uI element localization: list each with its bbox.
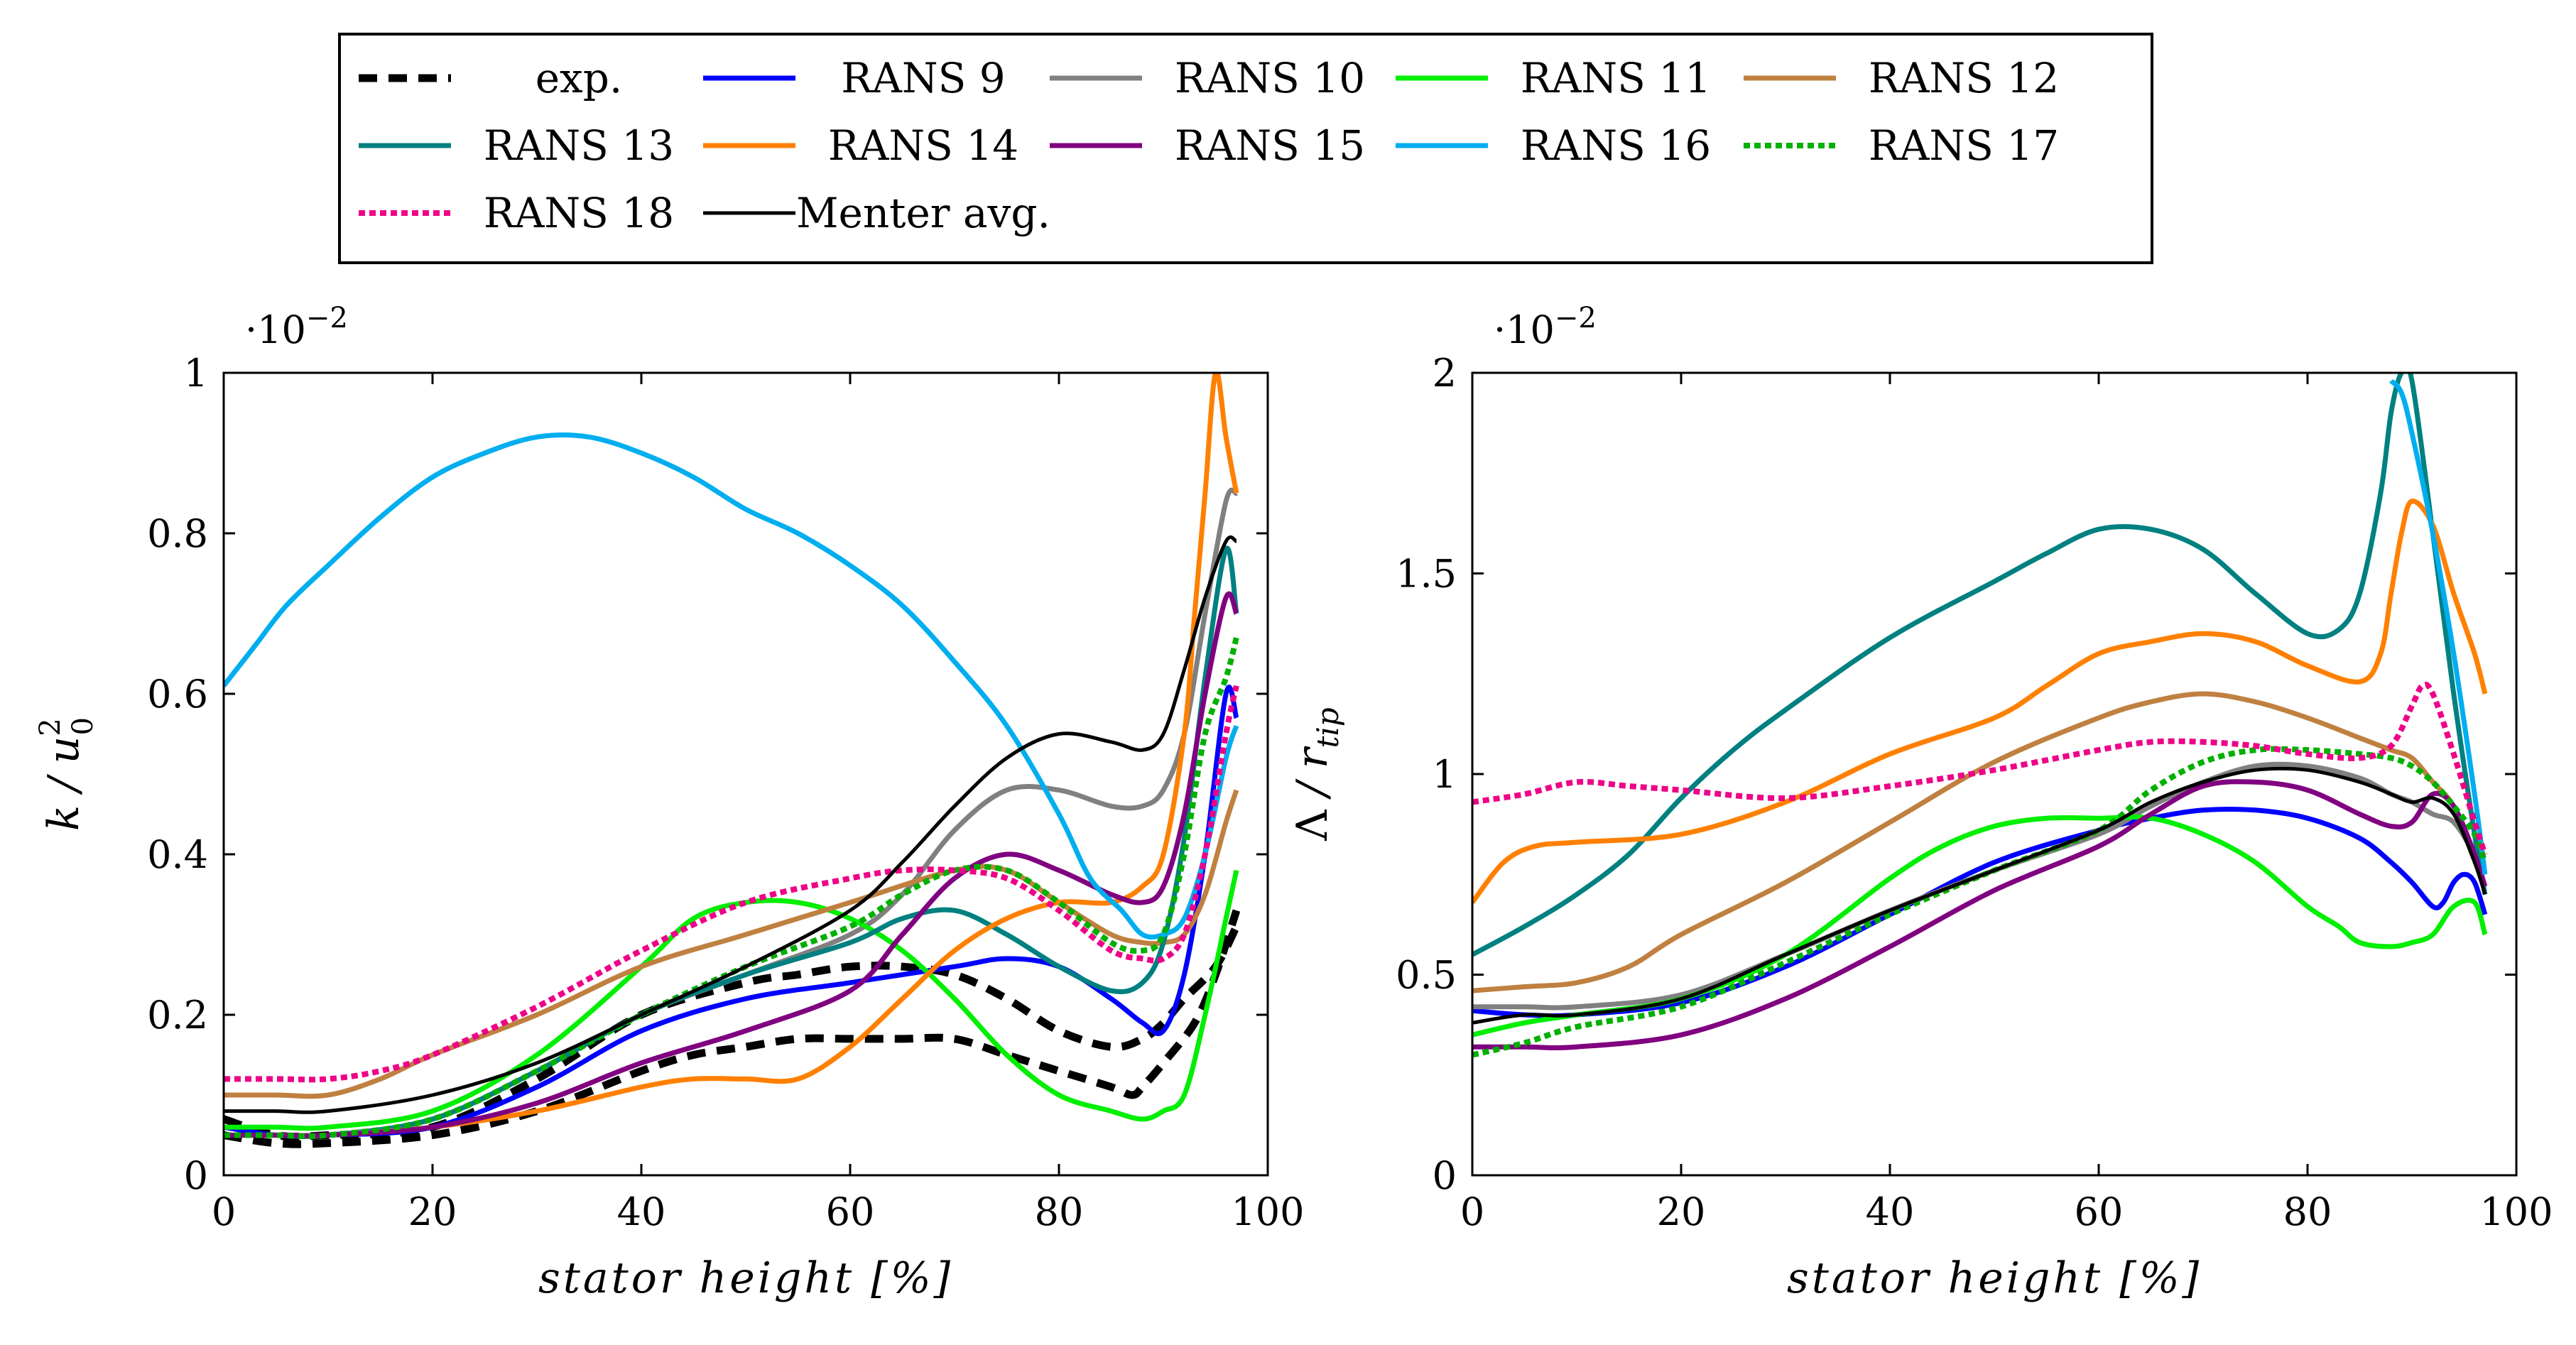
legend-box	[338, 33, 2153, 264]
series-line-rans-16	[224, 432, 1239, 940]
y-axis-title: Λ / rtip	[1288, 707, 1345, 842]
plot-frame	[222, 371, 1269, 1177]
legend-entry-rans-11: RANS 11	[1396, 54, 1711, 102]
series-line-rans-11	[224, 869, 1239, 1131]
y-tick-label: 0.2	[147, 993, 208, 1038]
series-line-rans-9	[224, 685, 1239, 1139]
y-tick-label: 0	[184, 1153, 208, 1198]
y-tick-label: 1.5	[1396, 552, 1457, 597]
legend-entry-rans-14: RANS 14	[703, 121, 1018, 170]
series-line-menter-avg	[1472, 766, 2487, 1025]
legend-entry-rans-18: RANS 18	[359, 189, 674, 237]
x-tick-label: 60	[826, 1189, 875, 1234]
x-tick-label: 80	[2283, 1189, 2332, 1234]
left-chart-k-over-u0-squared: 0 20 40 60 80 100 0 0.2 0.4 0.6 0.8 1 ·10−2 stator he…	[34, 302, 1305, 1303]
series-line-rans-14	[224, 373, 1239, 1138]
series-line-rans-10	[224, 487, 1239, 1139]
series-group	[224, 373, 1241, 1148]
x-axis-title: stator height [%]	[1787, 1253, 2202, 1303]
series-line-rans-15	[1472, 779, 2488, 1050]
y-tick-label: 1	[184, 351, 208, 396]
x-tick-label: 0	[212, 1189, 236, 1234]
series-group	[1472, 373, 2488, 1058]
x-tick-label: 40	[617, 1189, 666, 1234]
y-axis-multiplier: ·10−2	[245, 302, 348, 352]
legend-label-rans-15: RANS 15	[1175, 121, 1365, 170]
y-tick-label: 2	[1433, 351, 1457, 396]
legend-entry-rans-9: RANS 9	[703, 54, 1006, 102]
y-axis-multiplier: ·10−2	[1494, 302, 1597, 352]
x-tick-label: 40	[1866, 1189, 1915, 1234]
legend-entry-rans-13: RANS 13	[359, 121, 674, 170]
y-tick-label: 1	[1433, 752, 1457, 797]
series-line-rans-17	[1472, 746, 2488, 1058]
series-line-rans-14	[1472, 499, 2488, 904]
y-tick-label: 0.5	[1396, 953, 1457, 998]
legend: exp. RANS 9 RANS 10 RANS 11 RANS 12 RANS 13 RA…	[338, 33, 2153, 264]
y-axis-title: k / u20	[34, 717, 99, 831]
legend-entry-rans-12: RANS 12	[1744, 54, 2059, 102]
x-tick-label: 0	[1460, 1189, 1484, 1234]
series-line-rans-15	[224, 591, 1239, 1138]
x-tick-label: 60	[2075, 1189, 2124, 1234]
legend-label-rans-10: RANS 10	[1175, 54, 1365, 102]
y-tick-label: 0.8	[147, 511, 208, 556]
series-line-rans-17	[224, 636, 1239, 1140]
series-line-rans-18	[1472, 681, 2488, 856]
x-tick-label: 20	[408, 1189, 457, 1234]
x-axis-title: stator height [%]	[538, 1253, 953, 1303]
legend-label-exp: exp.	[536, 54, 623, 102]
legend-label-rans-12: RANS 12	[1869, 54, 2059, 102]
series-line-rans-12	[1472, 691, 2488, 993]
legend-entry-menter-avg: Menter avg.	[703, 189, 1050, 237]
series-line-exp-lower	[224, 909, 1241, 1148]
series-line-rans-9	[1472, 806, 2488, 1018]
legend-label-rans-13: RANS 13	[484, 121, 674, 170]
legend-label-rans-16: RANS 16	[1521, 121, 1711, 170]
x-tick-label: 100	[2479, 1189, 2553, 1234]
legend-label-rans-9: RANS 9	[841, 54, 1005, 102]
legend-label-rans-14: RANS 14	[828, 121, 1018, 170]
series-line-rans-13	[1472, 373, 2488, 957]
plot-frame	[1471, 371, 2518, 1177]
right-chart-lambda-over-rtip: 0 20 40 60 80 100 0 0.5 1 1.5 2 ·10−2 stator height …	[1288, 302, 2553, 1303]
x-tick-label: 100	[1231, 1189, 1304, 1234]
y-tick-label: 0	[1433, 1153, 1457, 1198]
legend-entry-rans-17: RANS 17	[1744, 121, 2059, 170]
legend-label-rans-18: RANS 18	[484, 189, 674, 237]
series-line-menter-avg	[224, 535, 1238, 1114]
series-line-rans-16	[2388, 379, 2488, 875]
x-tick-label: 80	[1035, 1189, 1084, 1234]
x-tick-label: 20	[1657, 1189, 1706, 1234]
legend-entry-rans-16: RANS 16	[1396, 121, 1711, 170]
legend-entry-rans-10: RANS 10	[1050, 54, 1365, 102]
legend-label-rans-17: RANS 17	[1869, 121, 2059, 170]
y-tick-label: 0.4	[147, 832, 208, 877]
legend-entry-rans-15: RANS 15	[1050, 121, 1365, 170]
y-tick-label: 0.6	[147, 672, 208, 717]
legend-label-rans-11: RANS 11	[1521, 54, 1711, 102]
legend-entry-exp: exp.	[359, 54, 622, 102]
legend-label-menter-avg: Menter avg.	[796, 189, 1050, 237]
